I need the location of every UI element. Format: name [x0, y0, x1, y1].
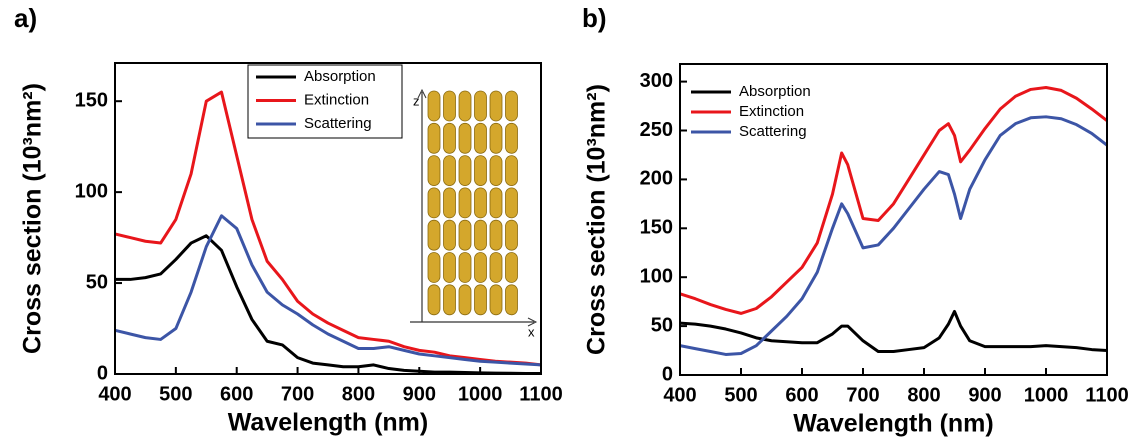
nanorod: [458, 155, 472, 187]
nanorod: [489, 187, 503, 219]
y-tick-label: 50: [651, 314, 673, 336]
x-tick-label: 500: [159, 383, 192, 405]
y-tick-label: 100: [640, 265, 673, 287]
nanorod: [427, 122, 441, 154]
x-tick-label: 900: [403, 383, 436, 405]
nanorod: [489, 219, 503, 251]
y-tick-label: 0: [97, 362, 108, 384]
x-tick-label: 1100: [1085, 384, 1128, 406]
nanorod: [474, 219, 487, 251]
panel-label: b): [582, 3, 607, 33]
legend-label: Scattering: [739, 123, 807, 140]
x-tick-label: 800: [907, 384, 940, 406]
line-series: [679, 115, 1108, 356]
nanorod: [458, 284, 472, 316]
nanorod: [458, 219, 472, 251]
line-series: [679, 85, 1108, 315]
nanorod: [505, 90, 518, 122]
y-tick-label: 150: [75, 89, 108, 111]
nanorod: [458, 90, 472, 122]
nanorod: [505, 284, 518, 316]
inset-label: z: [413, 93, 420, 108]
nanorod: [427, 187, 441, 219]
x-tick-label: 500: [724, 384, 757, 406]
nanorod: [489, 155, 503, 187]
x-tick-label: 700: [846, 384, 879, 406]
y-tick-label: 250: [640, 119, 673, 141]
inset-label: x: [528, 324, 535, 339]
nanorod: [427, 90, 441, 122]
nanorod: [505, 155, 518, 187]
x-tick-label: 1000: [1024, 384, 1069, 406]
x-axis-title: Wavelength (nm): [793, 410, 993, 438]
nanorod: [474, 155, 487, 187]
nanorod: [489, 284, 503, 316]
y-tick-label: 50: [86, 271, 108, 293]
nanorod: [458, 252, 472, 283]
nanorod: [443, 122, 456, 154]
nanorod: [474, 284, 487, 316]
nanorod: [427, 155, 441, 187]
inset-arrow: [527, 317, 538, 327]
inset-arrow: [417, 88, 427, 99]
legend-label: Scattering: [304, 115, 372, 132]
x-tick-label: 400: [663, 384, 696, 406]
legend-label: Absorption: [739, 83, 811, 100]
y-tick-label: 200: [640, 168, 673, 190]
nanorod: [427, 219, 441, 251]
nanorod: [458, 187, 472, 219]
x-tick-label: 600: [220, 383, 253, 405]
x-tick-label: 800: [342, 383, 375, 405]
line-series: [679, 309, 1108, 354]
nanorod: [505, 252, 518, 283]
nanorod: [505, 187, 518, 219]
x-tick-label: 900: [968, 384, 1001, 406]
nanorod: [443, 219, 456, 251]
legend-label: Extinction: [739, 103, 804, 120]
nanorod: [505, 219, 518, 251]
x-tick-label: 1100: [519, 383, 562, 405]
nanorod: [489, 122, 503, 154]
legend-label: Extinction: [304, 91, 369, 108]
panel-label: a): [14, 3, 37, 33]
plot-frame: [679, 63, 1108, 376]
y-tick-label: 150: [640, 217, 673, 239]
nanorod: [505, 122, 518, 154]
nanorod: [443, 155, 456, 187]
nanorod: [489, 252, 503, 283]
y-tick-label: 300: [640, 70, 673, 92]
nanorod: [427, 252, 441, 283]
nanorod: [489, 90, 503, 122]
nanorod: [474, 252, 487, 283]
y-tick-label: 0: [662, 363, 673, 385]
nanorod: [474, 90, 487, 122]
x-tick-label: 600: [785, 384, 818, 406]
legend-label: Absorption: [304, 68, 376, 85]
nanorod: [474, 122, 487, 154]
line-series: [114, 214, 542, 367]
line-series: [114, 90, 542, 367]
nanorod: [443, 252, 456, 283]
nanorod: [474, 187, 487, 219]
nanorod: [443, 284, 456, 316]
x-tick-label: 700: [281, 383, 314, 405]
x-tick-label: 1000: [458, 383, 503, 405]
line-series: [115, 234, 541, 375]
y-axis-title: Cross section (10³nm²): [583, 84, 611, 355]
inset: zx: [410, 88, 538, 339]
nanorod: [458, 122, 472, 154]
y-tick-label: 100: [75, 180, 108, 202]
nanorod: [443, 90, 456, 122]
plot-frame: [114, 62, 542, 375]
x-tick-label: 400: [98, 383, 131, 405]
x-axis-title: Wavelength (nm): [228, 409, 428, 437]
y-axis-title: Cross section (10³nm²): [19, 83, 47, 354]
nanorod: [427, 284, 441, 316]
nanorod: [443, 187, 456, 219]
